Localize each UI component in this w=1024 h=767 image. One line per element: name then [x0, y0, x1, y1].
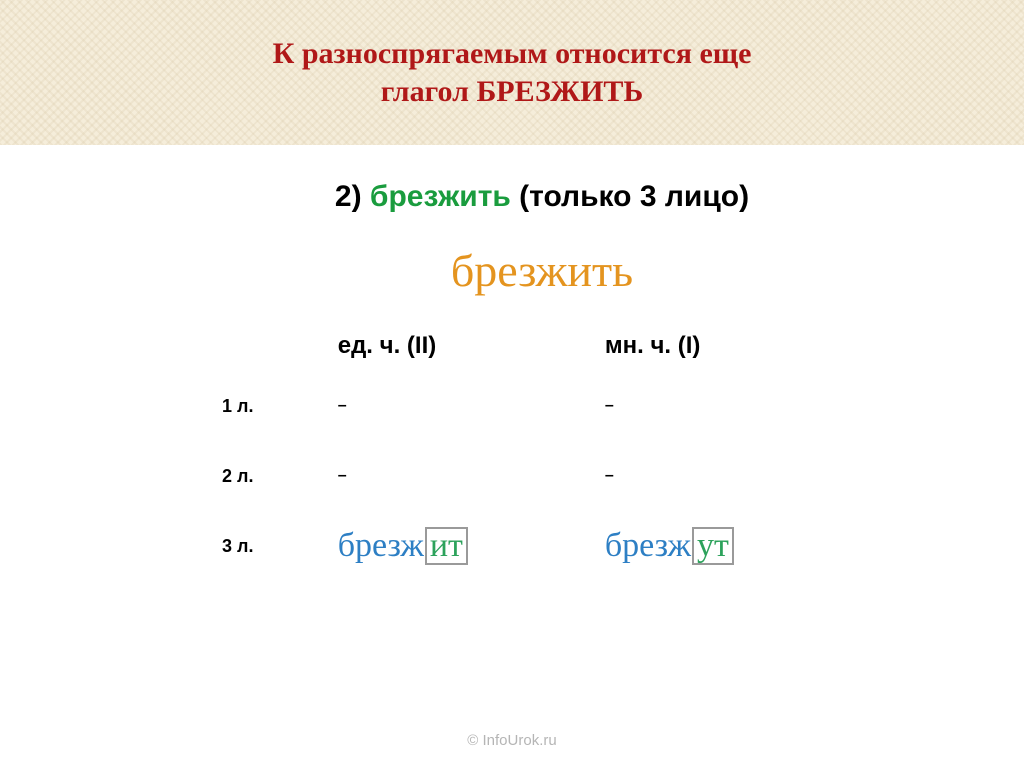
- cell-3sg: брезжит: [298, 527, 565, 565]
- header-band: К разноспрягаемым относится еще глагол Б…: [0, 0, 1024, 145]
- table-row: 2 л. – –: [222, 458, 832, 494]
- conjugation-table: ед. ч. (II) мн. ч. (I) 1 л. – – 2 л. – –…: [192, 332, 832, 564]
- cursive-verb: брезжить: [0, 244, 1024, 297]
- cell-2pl: –: [565, 467, 832, 485]
- column-headers: ед. ч. (II) мн. ч. (I): [222, 332, 832, 360]
- header-spacer: [222, 332, 298, 360]
- dash-icon: –: [338, 467, 347, 484]
- word-stem: брезж: [605, 527, 691, 565]
- cell-1pl: –: [565, 397, 832, 415]
- page-title: К разноспрягаемым относится еще глагол Б…: [273, 35, 752, 110]
- subhead-number: 2): [335, 180, 362, 213]
- cell-1sg: –: [298, 397, 565, 415]
- table-row: 1 л. – –: [222, 388, 832, 424]
- col-header-singular: ед. ч. (II): [298, 332, 565, 360]
- dash-icon: –: [338, 397, 347, 414]
- subhead-note: (только 3 лицо): [519, 180, 749, 213]
- conjugated-word-sg: брезжит: [338, 527, 468, 565]
- row-label-2p: 2 л.: [222, 466, 298, 487]
- row-label-3p: 3 л.: [222, 536, 298, 557]
- ending-box: ит: [425, 527, 468, 565]
- dash-icon: –: [605, 467, 614, 484]
- subhead-verb: брезжить: [370, 180, 511, 213]
- cell-3pl: брезжут: [565, 527, 832, 565]
- row-label-1p: 1 л.: [222, 396, 298, 417]
- conjugated-word-pl: брезжут: [605, 527, 734, 565]
- word-stem: брезж: [338, 527, 424, 565]
- title-line-1: К разноспрягаемым относится еще: [273, 37, 752, 70]
- footer-credit: © InfoUrok.ru: [0, 732, 1024, 749]
- title-line-2: глагол БРЕЗЖИТЬ: [381, 75, 644, 108]
- col-header-plural: мн. ч. (I): [565, 332, 832, 360]
- ending-box: ут: [692, 527, 734, 565]
- table-row: 3 л. брезжит брезжут: [222, 528, 832, 564]
- cell-2sg: –: [298, 467, 565, 485]
- subheading: 2) брезжить (только 3 лицо): [0, 180, 1024, 214]
- dash-icon: –: [605, 397, 614, 414]
